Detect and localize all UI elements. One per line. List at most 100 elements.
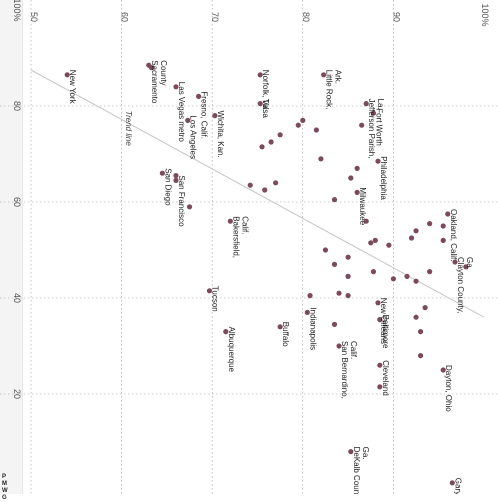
point-label: Las Vegas metro: [177, 82, 186, 143]
points-layer: [64, 62, 469, 486]
x-tick-label: 40: [12, 293, 22, 303]
data-point: [427, 269, 433, 275]
data-point: [422, 305, 428, 311]
data-point: [463, 264, 469, 270]
point-label: Fresno, Calif.: [200, 91, 209, 139]
data-point: [345, 293, 351, 299]
data-point: [300, 117, 306, 123]
data-point: [390, 276, 396, 282]
point-label: DeKalb County,Ga.: [352, 447, 370, 494]
legend-fragment-4: G: [2, 495, 7, 501]
data-point: [368, 240, 374, 246]
data-point: [427, 221, 433, 227]
point-label: Los Angeles: [189, 115, 198, 159]
data-point: [322, 247, 329, 253]
point-san-bernardino-calif: [336, 343, 342, 349]
data-point: [386, 242, 392, 248]
data-point: [307, 293, 313, 299]
data-point: [404, 273, 410, 279]
data-point: [408, 235, 415, 241]
point-norfolk-va: [257, 72, 263, 78]
y-tick-label: 60: [120, 12, 130, 22]
point-tulsa: [257, 101, 263, 107]
data-point: [148, 65, 155, 71]
point-label: Gary, Ind.: [453, 478, 462, 494]
point-cleveland: [377, 362, 383, 368]
point-dayton-ohio: [440, 367, 446, 373]
point-label: Little Rock,Ark.: [325, 70, 343, 110]
point-jefferson-parish-la: [363, 101, 369, 107]
point-oakland-calif: [445, 211, 451, 217]
point-albuquerque: [223, 329, 229, 335]
point-gary-ind: [449, 480, 455, 486]
point-buffalo: [277, 324, 283, 330]
data-point: [354, 165, 360, 171]
point-san-francisco: [173, 177, 179, 183]
data-point: [313, 127, 319, 133]
data-point: [370, 269, 377, 275]
point-label: Dayton, Ohio: [444, 365, 453, 412]
point-los-angeles: [185, 117, 191, 123]
left-margin-strip: [0, 0, 23, 494]
y-tick-label: 100%: [480, 3, 490, 26]
point-label: San Diego: [163, 168, 172, 206]
point-label: San Bernardino,Calif.: [340, 341, 358, 399]
data-point: [440, 223, 446, 229]
point-label: Wichita, Kan.: [216, 111, 225, 158]
data-point: [295, 122, 301, 128]
data-point: [413, 278, 419, 284]
point-tucson: [206, 288, 213, 294]
x-tick-label: 60: [12, 197, 22, 207]
point-label: Buffalo: [281, 322, 290, 347]
point-bakersfield-calif: [227, 218, 233, 224]
data-point: [372, 237, 378, 243]
data-point: [268, 139, 274, 145]
data-point: [417, 329, 424, 335]
data-point: [273, 180, 279, 186]
data-point: [413, 228, 419, 234]
point-indianapolis: [304, 309, 310, 315]
point-label: Baltimore: [381, 315, 390, 349]
data-point: [318, 156, 324, 162]
y-tick-label: 50: [29, 12, 39, 22]
data-point: [413, 314, 419, 320]
point-little-rock-ark: [321, 72, 327, 78]
y-tick-label: 70: [210, 12, 220, 22]
point-las-vegas-metro: [173, 84, 179, 90]
legend-fragment-1: P: [2, 474, 7, 480]
point-label: Oakland, Calif.: [449, 209, 458, 261]
point-label: Indianapolis: [308, 307, 317, 350]
point-label: Jefferson Parish,La.: [367, 99, 385, 159]
point-label: Cleveland: [381, 360, 390, 396]
point-baltimore: [377, 317, 383, 323]
point-label: Norfolk, Va.: [261, 70, 270, 111]
point-label: Tucson: [210, 286, 219, 312]
point-label: Albuquerque: [227, 327, 236, 373]
data-point: [348, 175, 354, 181]
data-point: [173, 173, 179, 179]
data-point: [277, 132, 283, 138]
point-new-york: [64, 72, 70, 78]
y-tick-label: 90: [391, 12, 401, 22]
point-label: Fort Worth: [374, 108, 383, 146]
data-point: [363, 218, 369, 224]
data-point: [247, 182, 253, 188]
point-milwaukee: [354, 189, 360, 195]
data-point: [359, 122, 365, 128]
data-point: [331, 261, 338, 267]
point-dekalb-county-ga: [348, 449, 354, 455]
point-fresno-calif: [196, 93, 202, 99]
y-tick-label: 80: [301, 12, 311, 22]
data-point: [331, 321, 338, 327]
data-point: [336, 290, 342, 296]
x-tick-label: 80: [12, 101, 22, 111]
data-point: [186, 204, 193, 210]
data-point: [417, 353, 424, 359]
point-label: Clayton County,Ga.: [456, 257, 474, 313]
point-philadelphia: [375, 158, 381, 164]
point-wichita-kan: [212, 113, 218, 119]
x-tick-label: 100%: [12, 0, 22, 22]
data-point: [262, 187, 268, 193]
